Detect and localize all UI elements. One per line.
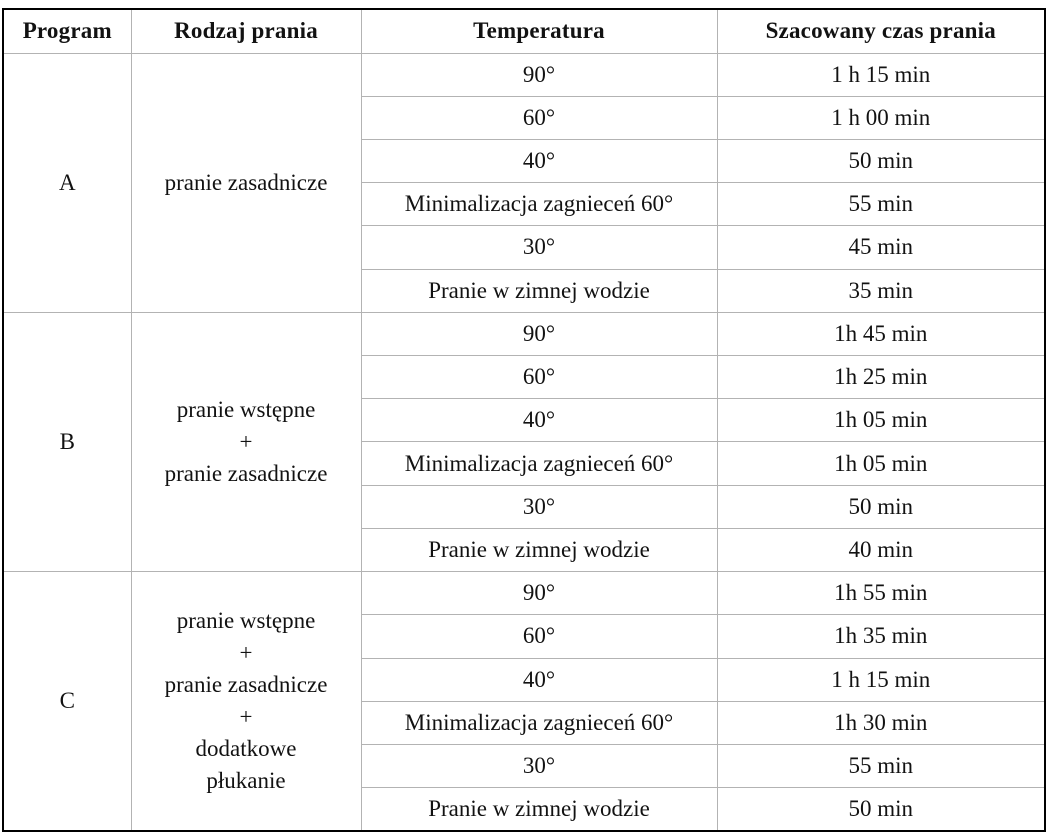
table-row: Pranie w zimnej wodzie 50 min [3,787,1046,832]
table-row: 30° 50 min [3,484,1046,529]
temperature-cell: 30° [360,225,718,270]
time-cell: 40 min [716,527,1046,573]
header-program: Program [2,8,132,54]
temperature-cell: 40° [360,138,718,184]
temperature-cell: 40° [360,657,718,702]
temperature-cell: 90° [360,571,718,616]
header-row: Program Rodzaj prania Temperatura Szacow… [2,8,1046,54]
time-cell: 1h 30 min [716,700,1046,746]
temperature-cell: 60° [360,614,718,659]
time-cell: 1 h 15 min [716,657,1046,702]
temperature-cell: Minimalizacja zagnieceń 60° [360,700,718,746]
time-cell: 55 min [716,182,1046,227]
header-temperature: Temperatura [360,8,718,54]
time-cell: 1h 25 min [716,355,1046,400]
table-row: Minimalizacja zagnieceń 60° 55 min [3,182,1046,227]
time-cell: 1h 55 min [716,571,1046,616]
temperature-cell: Pranie w zimnej wodzie [360,787,718,832]
table-row: B pranie wstępne + pranie zasadnicze 90°… [2,311,1046,573]
table-row: Pranie w zimnej wodzie 35 min [3,268,1046,313]
program-cell-b: B [2,311,132,573]
temperature-cell: Minimalizacja zagnieceń 60° [360,182,718,227]
program-cell-a: A [2,52,132,313]
table-row: Minimalizacja zagnieceń 60° 1h 30 min [3,700,1046,746]
table-row: A pranie zasadnicze 90° 1 h 15 min [2,52,1046,313]
program-cell-c: C [2,571,132,832]
time-cell: 1 h 15 min [716,52,1046,97]
wash-type-cell-a: pranie zasadnicze [130,52,362,313]
temperature-cell: 90° [360,52,718,97]
time-cell: 1h 05 min [716,398,1046,443]
temperature-cell: Minimalizacja zagnieceń 60° [360,441,718,486]
temperature-cell: 30° [360,484,718,529]
table-row: Minimalizacja zagnieceń 60° 1h 05 min [3,441,1046,486]
table-row: 40° 1 h 15 min [3,657,1046,702]
temperature-cell: Pranie w zimnej wodzie [360,527,718,573]
time-cell: 1h 35 min [716,614,1046,659]
table-row: 60° 1 h 00 min [3,95,1046,140]
header-time: Szacowany czas prania [716,8,1046,54]
table-row: 40° 50 min [3,138,1046,184]
wash-type-cell-b: pranie wstępne + pranie zasadnicze [130,311,362,573]
time-cell: 1h 45 min [716,311,1046,357]
table-row: C pranie wstępne + pranie zasadnicze + d… [2,571,1046,832]
time-cell: 50 min [716,787,1046,832]
time-cell: 55 min [716,743,1046,789]
wash-type-cell-c: pranie wstępne + pranie zasadnicze + dod… [130,571,362,832]
time-cell: 35 min [716,268,1046,313]
time-cell: 1 h 00 min [716,95,1046,140]
washing-programs-table: Program Rodzaj prania Temperatura Szacow… [2,8,1046,832]
time-cell: 50 min [716,138,1046,184]
time-cell: 50 min [716,484,1046,529]
temperature-cell: 30° [360,743,718,789]
temperature-cell: 60° [360,95,718,140]
table-row: 60° 1h 25 min [3,355,1046,400]
table-row: 30° 55 min [3,743,1046,789]
header-wash-type: Rodzaj prania [130,8,362,54]
temperature-cell: Pranie w zimnej wodzie [360,268,718,313]
table-row: 40° 1h 05 min [3,398,1046,443]
table-row: 60° 1h 35 min [3,614,1046,659]
table-row: Pranie w zimnej wodzie 40 min [3,527,1046,573]
temperature-cell: 40° [360,398,718,443]
temperature-cell: 60° [360,355,718,400]
time-cell: 1h 05 min [716,441,1046,486]
temperature-cell: 90° [360,311,718,357]
time-cell: 45 min [716,225,1046,270]
